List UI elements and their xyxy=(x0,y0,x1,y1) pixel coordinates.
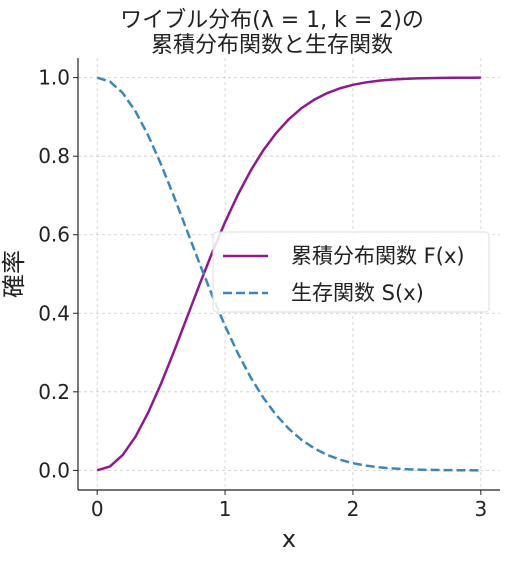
x-tick-labels: 0 1 2 3 xyxy=(91,490,487,521)
x-tick-label: 1 xyxy=(219,497,232,521)
y-tick-label: 0.8 xyxy=(38,144,70,168)
legend-box xyxy=(212,231,490,313)
series-line-2 xyxy=(96,76,481,472)
y-tick-label: 0.6 xyxy=(38,223,70,247)
y-tick-label: 0.4 xyxy=(38,301,70,325)
y-tick-label: 0.0 xyxy=(38,458,70,482)
series-line-1 xyxy=(96,76,481,472)
x-tick-label: 0 xyxy=(91,497,104,521)
series-lines xyxy=(96,76,481,472)
y-axis-label: 確率 xyxy=(0,250,28,298)
legend-label-1: 累積分布関数 F(x) xyxy=(291,244,465,268)
x-axis-label: x xyxy=(282,525,296,553)
axes xyxy=(77,58,500,491)
y-tick-label: 0.2 xyxy=(38,380,70,404)
legend-label-2: 生存関数 S(x) xyxy=(291,281,424,305)
x-tick-label: 3 xyxy=(474,497,487,521)
x-tick-label: 2 xyxy=(347,497,360,521)
chart-title-line: ワイブル分布(λ = 1, k = 2)の xyxy=(120,8,424,33)
chart-title-line: 累積分布関数と生存関数 xyxy=(151,33,393,58)
y-tick-labels: 0.0 0.2 0.4 0.6 0.8 1.0 xyxy=(38,66,78,482)
y-tick-label: 1.0 xyxy=(38,66,70,90)
legend: 累積分布関数 F(x) 生存関数 S(x) xyxy=(212,231,490,313)
